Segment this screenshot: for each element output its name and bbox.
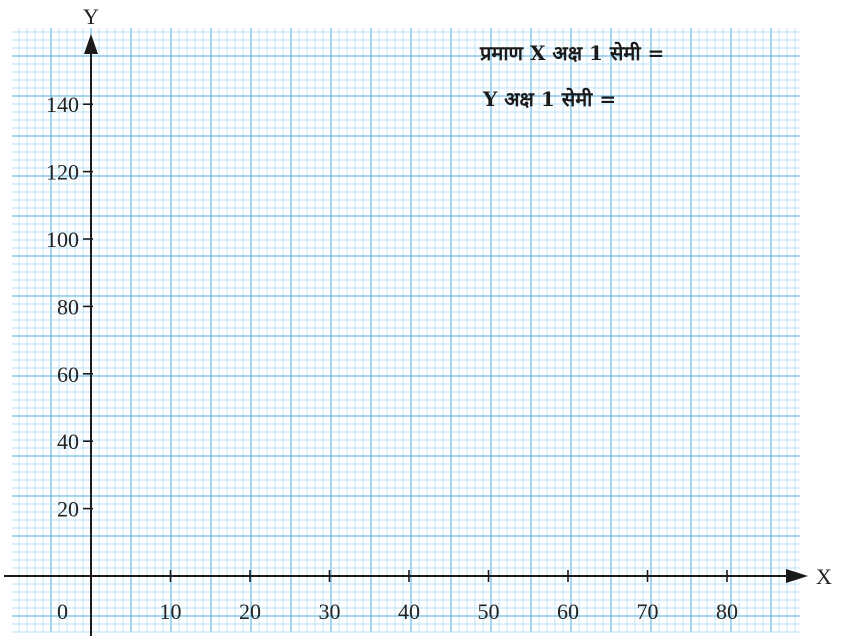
- x-axis-label: X: [816, 564, 832, 589]
- origin-label: 0: [57, 599, 68, 624]
- x-tick-label: 30: [319, 599, 341, 624]
- x-tick-label: 20: [239, 599, 261, 624]
- y-tick-label: 40: [57, 429, 79, 454]
- y-tick-label: 80: [57, 294, 79, 319]
- x-tick-label: 10: [160, 599, 182, 624]
- grid-lines: [12, 28, 800, 633]
- grid-background: [12, 28, 800, 632]
- x-tick-label: 50: [478, 599, 500, 624]
- x-tick-label: 70: [637, 599, 659, 624]
- y-tick-label: 140: [46, 92, 79, 117]
- y-tick-label: 60: [57, 362, 79, 387]
- scale-line-2: Y अक्ष 1 सेमी =: [482, 87, 616, 111]
- x-tick-label: 60: [557, 599, 579, 624]
- y-axis-arrow: [84, 34, 98, 54]
- y-tick-label: 100: [46, 227, 79, 252]
- x-tick-label: 80: [716, 599, 738, 624]
- y-axis-label: Y: [83, 4, 99, 29]
- ticks: 10 20 30 40 50 60 70 80 20 40 60 80 100 120 140: [46, 92, 738, 624]
- x-axis-arrow: [786, 569, 808, 583]
- scale-line-1: प्रमाण X अक्ष 1 सेमी =: [479, 41, 664, 65]
- y-tick-label: 20: [57, 497, 79, 522]
- y-tick-label: 120: [46, 160, 79, 185]
- x-tick-label: 40: [398, 599, 420, 624]
- axes: [4, 34, 808, 636]
